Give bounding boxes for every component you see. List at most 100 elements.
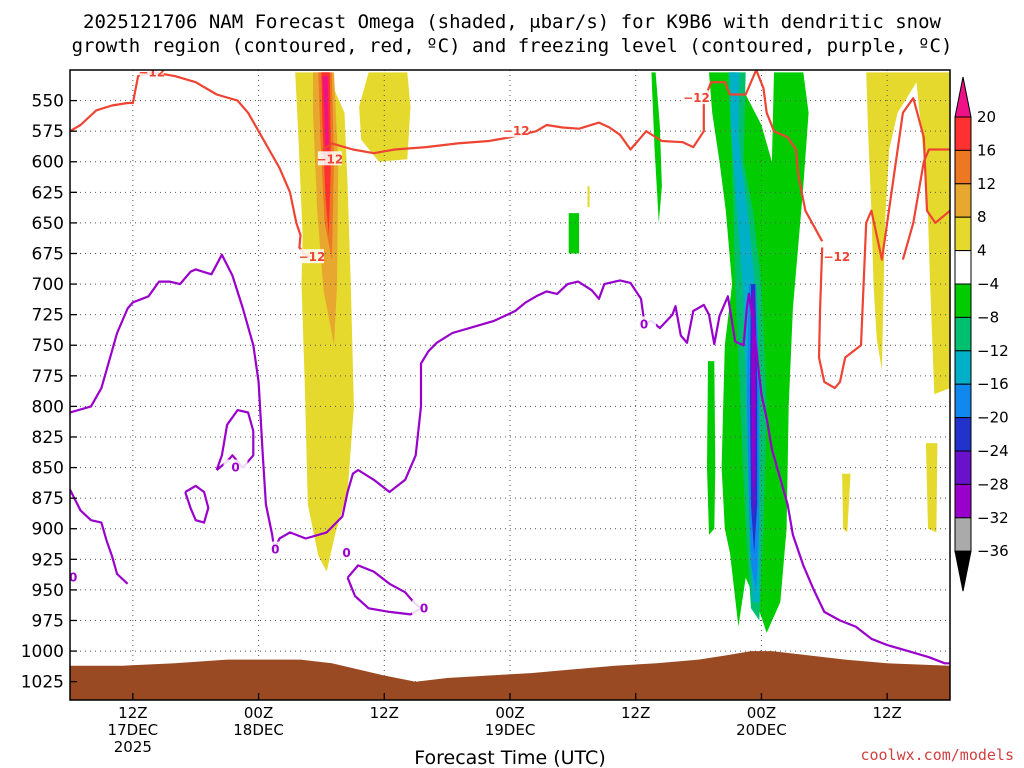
freezing-contour-line-3 (184, 484, 210, 524)
freezing-contour-label-bg-4 (412, 600, 437, 615)
omega-region-10 (651, 72, 662, 223)
colorbar-bin-6 (954, 283, 972, 318)
x-tick-label-6-0: 12Z (872, 704, 901, 722)
y-tick-label-16: 950 (32, 581, 64, 601)
dgz-contour-label-0: −12 (138, 65, 165, 79)
freezing-contour-label-1: 0 (231, 461, 239, 475)
x-tick-label-1-0: 00Z (244, 704, 273, 722)
freezing-contour-label-3: 0 (342, 546, 350, 560)
freezing-contour-label-bg-0 (70, 569, 86, 584)
omega-region-9 (925, 443, 938, 533)
dgz-contour-line-0 (70, 71, 312, 259)
y-tick-label-11: 825 (32, 428, 64, 448)
dgz-contour-label-bg-1 (317, 151, 342, 166)
title-line-1: 2025121706 NAM Forecast Omega (shaded, μ… (83, 11, 941, 33)
y-tick-label-13: 875 (32, 489, 64, 509)
freezing-contour-label-2: 0 (271, 543, 279, 557)
freezing-contour-line-0 (70, 253, 950, 665)
x-tick-label-2-0: 12Z (370, 704, 399, 722)
freezing-contour-label-bg-1 (223, 459, 248, 474)
y-tick-label-1: 575 (32, 122, 64, 142)
freezing-contour-label-5: 0 (640, 317, 648, 331)
colorbar-bin-5 (954, 250, 972, 285)
y-tick-label-15: 925 (32, 550, 64, 570)
y-tick-label-17: 975 (32, 611, 64, 631)
x-tick-label-5-1: 20DEC (736, 721, 787, 739)
omega-shading (295, 72, 950, 633)
dgz-contour-label-bg-5 (824, 249, 849, 264)
colorbar-label-2: 12 (977, 175, 996, 193)
y-tick-label-12: 850 (32, 459, 64, 479)
colorbar-bottom-arrow (954, 550, 972, 592)
omega-region-19 (751, 308, 756, 492)
y-tick-label-4: 650 (32, 214, 64, 234)
x-tick-label-0-2: 2025 (114, 738, 152, 756)
colorbar-label-13: −36 (977, 542, 1009, 560)
freezing-contour-line-2 (215, 409, 255, 471)
colorbar-bin-13 (954, 517, 972, 552)
y-tick-label-9: 775 (32, 367, 64, 387)
dgz-contour-line-1 (322, 70, 824, 242)
freezing-contour-label-bg-3 (334, 545, 359, 560)
colorbar-bin-3 (954, 183, 972, 218)
colorbar-label-8: −16 (977, 375, 1009, 393)
freezing-contour-label-0: 0 (69, 571, 77, 585)
colorbar-label-11: −28 (977, 475, 1009, 493)
colorbar: 20 16 12 8 4 −4 −8 −12 −16 −20 −24 −28 −32 −36 (954, 76, 1009, 592)
dendritic-growth-contours: −12 −12 −12 −12 −12 −12 (70, 65, 950, 390)
y-tick-label-3: 625 (32, 183, 64, 203)
y-axis: 550 575 600 625 650 675 700 725 750 775 800 825 850 8… (21, 92, 77, 693)
x-tick-label-5-0: 00Z (747, 704, 776, 722)
colorbar-bin-9 (954, 383, 972, 419)
omega-region-0 (295, 72, 354, 572)
plot-area: −12 −12 −12 −12 −12 −12 0 0 0 0 0 0 (69, 65, 950, 700)
x-tick-label-0-0: 12Z (118, 704, 147, 722)
y-tick-label-18: 1000 (21, 642, 64, 662)
colorbar-label-5: −4 (977, 275, 999, 293)
colorbar-bin-11 (954, 450, 972, 485)
dgz-contour-line-3 (901, 148, 950, 260)
y-tick-label-2: 600 (32, 153, 64, 173)
dgz-contour-line-2 (817, 96, 950, 390)
colorbar-top-arrow (954, 76, 972, 118)
x-tick-label-4-0: 12Z (621, 704, 650, 722)
terrain (70, 651, 950, 700)
colorbar-label-4: 4 (977, 242, 987, 260)
colorbar-label-10: −24 (977, 442, 1009, 460)
y-tick-label-10: 800 (32, 397, 64, 417)
omega-region-8 (842, 473, 851, 533)
colorbar-label-12: −32 (977, 509, 1009, 527)
colorbar-label-1: 16 (977, 141, 996, 159)
y-tick-label-6: 700 (32, 275, 64, 295)
omega-region-7 (866, 72, 950, 395)
colorbar-label-0: 20 (977, 108, 996, 126)
x-tick-label-3-1: 19DEC (485, 721, 536, 739)
colorbar-label-3: 8 (977, 208, 987, 226)
freezing-contour-label-bg-2 (263, 541, 288, 556)
y-tick-label-5: 675 (32, 244, 64, 264)
colorbar-label-6: −8 (977, 308, 999, 326)
y-tick-label-7: 725 (32, 306, 64, 326)
colorbar-bin-4 (954, 216, 972, 252)
x-tick-label-1-1: 18DEC (233, 721, 284, 739)
omega-region-12 (568, 213, 580, 254)
colorbar-label-9: −20 (977, 409, 1009, 427)
colorbar-bin-12 (954, 483, 972, 519)
dgz-contour-label-1: −12 (316, 152, 343, 166)
y-tick-label-14: 900 (32, 520, 64, 540)
omega-region-1 (359, 72, 411, 162)
dgz-contour-label-2: −12 (503, 124, 530, 138)
colorbar-bin-10 (954, 417, 972, 452)
colorbar-bin-8 (954, 350, 972, 385)
colorbar-label-7: −12 (977, 342, 1009, 360)
x-axis-label: Forecast Time (UTC) (414, 747, 605, 768)
dgz-contour-label-bg-2 (504, 123, 529, 138)
omega-region-6 (587, 186, 590, 207)
freezing-contour-label-bg-5 (632, 316, 657, 331)
title-line-2: growth region (contoured, red, ºC) and f… (72, 35, 953, 57)
x-tick-label-0-1: 17DEC (108, 721, 159, 739)
omega-region-13 (707, 361, 716, 535)
dgz-contour-label-5: −12 (823, 250, 850, 264)
